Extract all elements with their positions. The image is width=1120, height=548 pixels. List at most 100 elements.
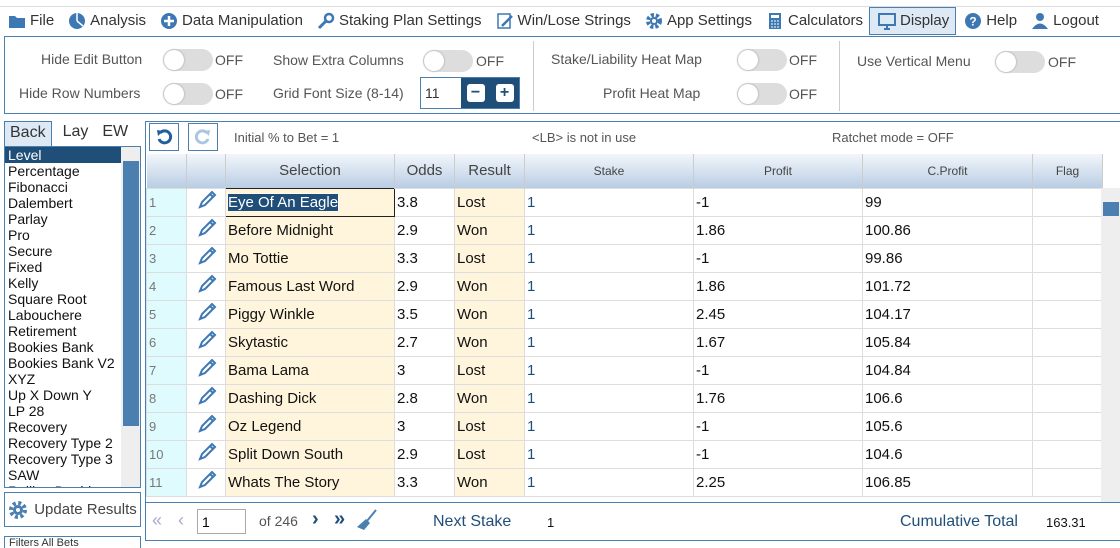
flag-cell[interactable] bbox=[1032, 327, 1103, 357]
cell[interactable]: 3.3 bbox=[394, 243, 455, 273]
cell[interactable]: Eye Of An Eagle bbox=[225, 187, 395, 217]
vertical-menu-toggle[interactable] bbox=[995, 51, 1045, 73]
cell[interactable]: 11 bbox=[146, 467, 187, 497]
cell[interactable]: 99 bbox=[862, 187, 1033, 217]
pencil-icon[interactable] bbox=[197, 358, 217, 378]
cell[interactable]: 1 bbox=[524, 243, 694, 273]
edit-cell[interactable] bbox=[186, 299, 226, 329]
edit-cell[interactable] bbox=[186, 355, 226, 385]
list-scrollbar[interactable] bbox=[121, 147, 140, 487]
cell[interactable]: Dashing Dick bbox=[225, 383, 395, 413]
edit-cell[interactable] bbox=[186, 187, 226, 217]
cell[interactable]: 1.86 bbox=[693, 215, 863, 245]
menu-staking-plan-settings[interactable]: Staking Plan Settings bbox=[309, 7, 488, 35]
hide-edit-toggle[interactable] bbox=[163, 49, 213, 71]
cell[interactable]: 101.72 bbox=[862, 271, 1033, 301]
cell[interactable]: 3.8 bbox=[394, 187, 455, 217]
cell[interactable]: 1 bbox=[524, 411, 694, 441]
column-header-result[interactable]: Result bbox=[454, 154, 525, 188]
edit-cell[interactable] bbox=[186, 271, 226, 301]
cell[interactable]: 1 bbox=[524, 299, 694, 329]
cell[interactable]: 9 bbox=[146, 411, 187, 441]
broom-icon[interactable] bbox=[356, 509, 378, 531]
table-row[interactable]: 8 Dashing Dick 2.8 Won 1 1.76 106.6 bbox=[146, 383, 1103, 413]
cell[interactable]: 1.76 bbox=[693, 383, 863, 413]
plan-item[interactable]: Level bbox=[5, 147, 121, 163]
cell[interactable]: Split Down South bbox=[225, 439, 395, 469]
redo-button[interactable] bbox=[188, 123, 218, 151]
edit-cell[interactable] bbox=[186, 467, 226, 497]
cell[interactable]: 100.86 bbox=[862, 215, 1033, 245]
first-page-button[interactable]: « bbox=[152, 510, 163, 530]
table-row[interactable]: 3 Mo Tottie 3.3 Lost 1 -1 99.86 bbox=[146, 243, 1103, 273]
column-header-flag[interactable]: Flag bbox=[1032, 154, 1103, 188]
cell[interactable]: 5 bbox=[146, 299, 187, 329]
pencil-icon[interactable] bbox=[197, 190, 217, 210]
cell[interactable]: 1 bbox=[524, 271, 694, 301]
cell[interactable]: 3.3 bbox=[394, 467, 455, 497]
cell[interactable]: 3.5 bbox=[394, 299, 455, 329]
cell[interactable]: 104.17 bbox=[862, 299, 1033, 329]
plan-item[interactable]: Fibonacci bbox=[8, 179, 68, 195]
cell[interactable]: 2.9 bbox=[394, 215, 455, 245]
pencil-icon[interactable] bbox=[197, 274, 217, 294]
cell[interactable]: 2.9 bbox=[394, 439, 455, 469]
column-header-c-profit[interactable]: C.Profit bbox=[862, 154, 1033, 188]
cell[interactable]: Lost bbox=[454, 187, 525, 217]
cell[interactable]: -1 bbox=[693, 187, 863, 217]
menu-help[interactable]: ? Help bbox=[956, 7, 1023, 35]
menu-win-lose-strings[interactable]: Win/Lose Strings bbox=[488, 7, 637, 35]
cell[interactable]: 4 bbox=[146, 271, 187, 301]
cell[interactable]: 1 bbox=[524, 383, 694, 413]
cell[interactable]: Piggy Winkle bbox=[225, 299, 395, 329]
cell[interactable]: 1 bbox=[524, 215, 694, 245]
heat-stake-toggle[interactable] bbox=[737, 49, 787, 71]
extra-cols-toggle[interactable] bbox=[423, 50, 473, 72]
cell[interactable]: 8 bbox=[146, 383, 187, 413]
flag-cell[interactable] bbox=[1032, 355, 1103, 385]
column-header-stake[interactable]: Stake bbox=[524, 154, 694, 188]
update-results-button[interactable]: Update Results bbox=[4, 492, 141, 527]
last-page-button[interactable]: » bbox=[334, 508, 346, 530]
plan-item[interactable]: Up X Down Y bbox=[8, 387, 92, 403]
menu-analysis[interactable]: Analysis bbox=[60, 7, 152, 35]
cell[interactable]: Skytastic bbox=[225, 327, 395, 357]
plan-item[interactable]: Recovery bbox=[8, 419, 68, 435]
table-row[interactable]: 2 Before Midnight 2.9 Won 1 1.86 100.86 bbox=[146, 215, 1103, 245]
column-header-odds[interactable]: Odds bbox=[394, 154, 455, 188]
table-row[interactable]: 6 Skytastic 2.7 Won 1 1.67 105.84 bbox=[146, 327, 1103, 357]
plan-item[interactable]: Pro bbox=[8, 227, 30, 243]
plan-item[interactable]: Bookies Bank V2 bbox=[8, 355, 115, 371]
menu-calculators[interactable]: Calculators bbox=[758, 7, 869, 35]
cell[interactable]: Bama Lama bbox=[225, 355, 395, 385]
cell[interactable]: Lost bbox=[454, 439, 525, 469]
decrease-button[interactable]: − bbox=[466, 84, 485, 102]
cell[interactable]: 3 bbox=[146, 243, 187, 273]
next-page-button[interactable]: › bbox=[312, 508, 319, 530]
cell[interactable]: 1 bbox=[524, 467, 694, 497]
pencil-icon[interactable] bbox=[197, 218, 217, 238]
edit-cell[interactable] bbox=[186, 411, 226, 441]
table-row[interactable]: 10 Split Down South 2.9 Lost 1 -1 104.6 bbox=[146, 439, 1103, 469]
cell[interactable]: Won bbox=[454, 271, 525, 301]
menu-display[interactable]: Display bbox=[869, 6, 957, 35]
cell[interactable]: 6 bbox=[146, 327, 187, 357]
plan-item[interactable]: SAW bbox=[8, 467, 40, 483]
cell[interactable]: 2.8 bbox=[394, 383, 455, 413]
cell[interactable]: Won bbox=[454, 327, 525, 357]
cell[interactable]: Lost bbox=[454, 243, 525, 273]
cell[interactable]: 7 bbox=[146, 355, 187, 385]
undo-button[interactable] bbox=[149, 123, 179, 151]
cell[interactable]: 1 bbox=[524, 439, 694, 469]
pencil-icon[interactable] bbox=[197, 470, 217, 490]
column-header-selection[interactable]: Selection bbox=[225, 154, 395, 188]
flag-cell[interactable] bbox=[1032, 299, 1103, 329]
cell[interactable]: Mo Tottie bbox=[225, 243, 395, 273]
hide-rows-toggle[interactable] bbox=[163, 83, 213, 105]
filter-select[interactable]: All Bets bbox=[41, 537, 79, 548]
menu-logout[interactable]: Logout bbox=[1023, 7, 1105, 35]
filters[interactable]: Filters All Bets bbox=[4, 536, 141, 548]
cell[interactable]: 105.6 bbox=[862, 411, 1033, 441]
cell[interactable]: 3 bbox=[394, 411, 455, 441]
cell[interactable]: Lost bbox=[454, 411, 525, 441]
